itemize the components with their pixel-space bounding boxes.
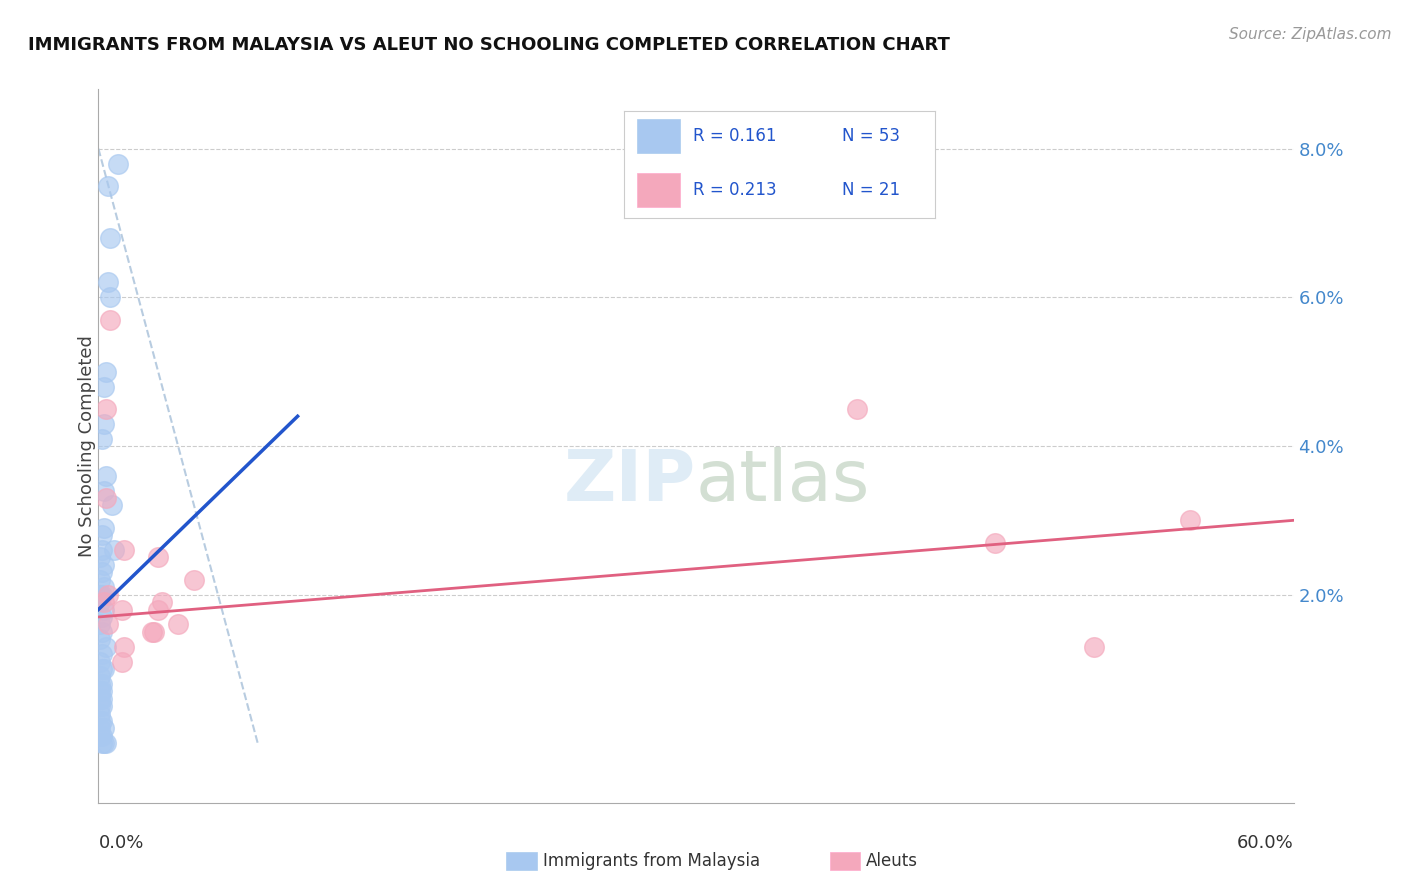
Point	[96, 491, 118, 505]
Text: 0.0%: 0.0%	[98, 834, 143, 852]
Point	[143, 624, 166, 639]
Text: Immigrants from Malaysia: Immigrants from Malaysia	[543, 852, 759, 870]
FancyBboxPatch shape	[637, 120, 681, 153]
Text: 60.0%: 60.0%	[1237, 834, 1294, 852]
Point	[97, 588, 120, 602]
Point	[91, 714, 114, 728]
Point	[93, 736, 115, 750]
Point	[983, 535, 1005, 549]
Point	[89, 617, 111, 632]
Text: Source: ZipAtlas.com: Source: ZipAtlas.com	[1229, 27, 1392, 42]
Point	[96, 365, 118, 379]
Point	[141, 624, 163, 639]
Point	[91, 691, 114, 706]
Point	[89, 655, 111, 669]
Point	[89, 684, 111, 698]
Point	[91, 543, 114, 558]
Point	[93, 521, 115, 535]
Point	[93, 662, 115, 676]
Text: R = 0.213: R = 0.213	[693, 181, 776, 199]
Text: N = 21: N = 21	[842, 181, 900, 199]
Point	[98, 290, 122, 304]
Point	[91, 684, 114, 698]
Text: ZIP: ZIP	[564, 447, 696, 516]
Point	[89, 669, 111, 683]
Point	[89, 729, 111, 743]
Point	[91, 677, 114, 691]
Point	[91, 699, 114, 714]
Text: atlas: atlas	[696, 447, 870, 516]
Point	[1178, 513, 1201, 527]
Point	[89, 691, 111, 706]
Point	[96, 736, 118, 750]
Point	[91, 528, 114, 542]
Point	[89, 699, 111, 714]
Point	[107, 156, 129, 170]
Y-axis label: No Schooling Completed: No Schooling Completed	[79, 335, 96, 557]
Point	[89, 595, 111, 609]
Text: N = 53: N = 53	[842, 128, 900, 145]
Point	[93, 483, 115, 498]
Point	[97, 617, 120, 632]
Point	[93, 595, 115, 609]
Point	[93, 558, 115, 572]
Text: IMMIGRANTS FROM MALAYSIA VS ALEUT NO SCHOOLING COMPLETED CORRELATION CHART: IMMIGRANTS FROM MALAYSIA VS ALEUT NO SCH…	[28, 36, 950, 54]
Point	[89, 550, 111, 565]
Point	[98, 312, 122, 326]
Point	[91, 610, 114, 624]
Point	[93, 580, 115, 594]
Point	[91, 647, 114, 661]
Point	[98, 231, 122, 245]
Point	[93, 379, 115, 393]
Point	[96, 640, 118, 654]
Point	[89, 632, 111, 647]
Point	[91, 624, 114, 639]
Point	[148, 602, 170, 616]
FancyBboxPatch shape	[637, 173, 681, 207]
Point	[167, 617, 190, 632]
Point	[97, 178, 120, 193]
Point	[112, 640, 135, 654]
Point	[89, 588, 111, 602]
Point	[93, 602, 115, 616]
Point	[111, 655, 134, 669]
Point	[103, 543, 125, 558]
Point	[91, 432, 114, 446]
Point	[96, 468, 118, 483]
Point	[96, 401, 118, 416]
Point	[183, 573, 205, 587]
Text: Aleuts: Aleuts	[866, 852, 918, 870]
Point	[91, 662, 114, 676]
Point	[91, 729, 114, 743]
Point	[112, 543, 135, 558]
Point	[89, 573, 111, 587]
Point	[89, 706, 111, 721]
Point	[89, 714, 111, 728]
Point	[97, 276, 120, 290]
Text: R = 0.161: R = 0.161	[693, 128, 776, 145]
Point	[89, 677, 111, 691]
Point	[91, 588, 114, 602]
Point	[1083, 640, 1105, 654]
Point	[148, 550, 170, 565]
Point	[91, 566, 114, 580]
Point	[101, 499, 124, 513]
Point	[846, 401, 869, 416]
Point	[93, 722, 115, 736]
Point	[93, 417, 115, 431]
Point	[111, 602, 134, 616]
Point	[150, 595, 173, 609]
Point	[89, 722, 111, 736]
Point	[91, 736, 114, 750]
